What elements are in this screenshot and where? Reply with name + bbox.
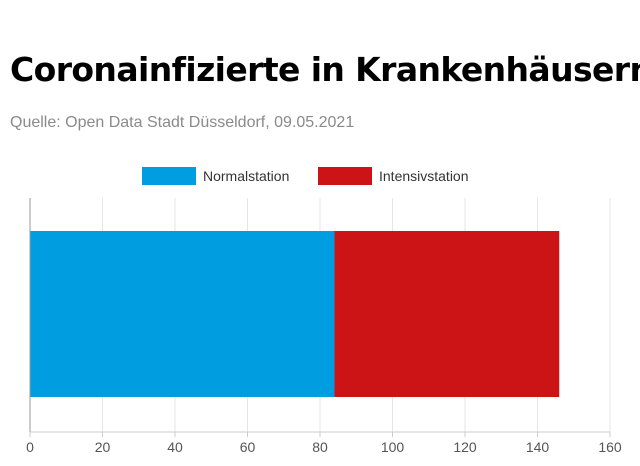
x-tick-label: 160 [598, 439, 622, 455]
bar-intensivstation[interactable] [334, 231, 560, 397]
x-tick-label: 140 [526, 439, 550, 455]
x-tick-label: 100 [381, 439, 405, 455]
x-tick-label: 80 [312, 439, 328, 455]
x-tick-label: 60 [240, 439, 256, 455]
chart-title: Coronainfizierte in Krankenhäusern [10, 50, 640, 89]
legend-label-normalstation: Normalstation [203, 168, 289, 184]
x-axis: 0 20 40 60 80 100 120 140 160 [26, 198, 622, 455]
chart-subtitle: Quelle: Open Data Stadt Düsseldorf, 09.0… [10, 114, 355, 131]
legend-item-intensivstation[interactable]: Intensivstation [318, 167, 469, 185]
bar-normalstation[interactable] [30, 231, 335, 397]
legend-label-intensivstation: Intensivstation [379, 168, 469, 184]
legend[interactable]: Normalstation Intensivstation [142, 167, 469, 185]
legend-swatch-normalstation [142, 167, 196, 185]
legend-item-normalstation[interactable]: Normalstation [142, 167, 289, 185]
x-tick-label: 0 [26, 439, 34, 455]
x-tick-label: 40 [167, 439, 183, 455]
x-tick-label: 20 [95, 439, 111, 455]
legend-swatch-intensivstation [318, 167, 372, 185]
x-tick-label: 120 [453, 439, 477, 455]
bars[interactable] [30, 231, 560, 397]
